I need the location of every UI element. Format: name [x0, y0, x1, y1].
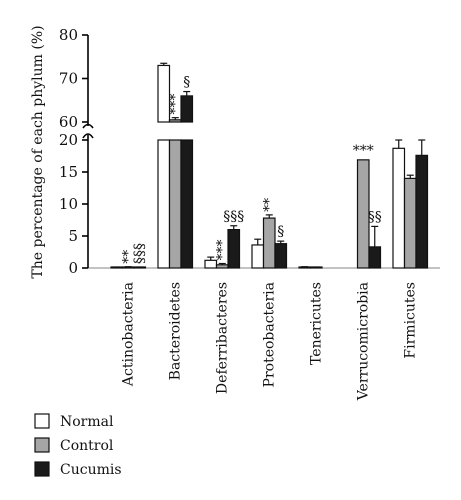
- significance-marker: §§§: [132, 243, 148, 264]
- bar: [392, 147, 406, 269]
- significance-marker: **: [120, 250, 136, 264]
- y-tick-label: 0: [68, 259, 78, 277]
- category-label: Tenericutes: [308, 282, 324, 365]
- significance-marker: §§§: [223, 209, 244, 225]
- y-tick-label: 10: [59, 195, 78, 213]
- bar: [251, 244, 265, 269]
- category-label: Actinobacteria: [120, 282, 136, 387]
- significance-marker: ***: [167, 94, 183, 115]
- significance-markers: **§§§***§***§§§**§***§§: [120, 75, 382, 264]
- bar: [368, 246, 382, 269]
- legend-label: Control: [60, 438, 114, 454]
- bar: [274, 243, 288, 269]
- significance-marker: §§: [368, 209, 382, 225]
- bar: [215, 264, 229, 269]
- y-tick-label: 5: [68, 227, 78, 245]
- y-tick-label: 15: [59, 163, 78, 181]
- y-tick-label: 80: [59, 26, 78, 44]
- bar: [356, 159, 370, 269]
- bars: [110, 64, 429, 269]
- category-label: Bacteroidetes: [167, 282, 183, 380]
- legend-swatch: [34, 437, 50, 453]
- category-labels: Actinobacteria Bacteroidetes Deferribacter…: [120, 282, 418, 401]
- legend: Normal Control Cucumis: [34, 413, 122, 478]
- significance-marker: §: [277, 224, 284, 240]
- error-bars: [113, 62, 426, 268]
- upper-y-ticks: 60 70 80: [59, 26, 88, 131]
- significance-marker: ***: [353, 143, 374, 159]
- significance-marker: §: [183, 75, 190, 91]
- bar: [168, 139, 182, 269]
- bar: [157, 139, 171, 269]
- category-label: Deferribacteres: [214, 282, 230, 394]
- legend-swatch: [34, 461, 50, 477]
- bar: [415, 154, 429, 269]
- legend-label: Normal: [60, 414, 114, 430]
- y-tick-label: 20: [59, 131, 78, 149]
- significance-marker: ***: [214, 240, 230, 261]
- category-label: Proteobacteria: [261, 282, 277, 387]
- y-axis: [82, 35, 440, 269]
- y-tick-label: 60: [59, 113, 78, 131]
- bar: [262, 217, 276, 269]
- significance-marker: **: [261, 198, 277, 212]
- legend-label: Cucumis: [60, 462, 122, 478]
- category-label: Verrucomicrobia: [355, 282, 371, 401]
- bar: [403, 177, 417, 269]
- lower-y-ticks: 0 5 10 15 20: [59, 131, 88, 277]
- legend-swatch: [34, 413, 50, 429]
- bar: [168, 119, 182, 123]
- y-tick-label: 70: [59, 70, 78, 88]
- bar: [180, 139, 194, 269]
- category-label: Firmicutes: [402, 282, 418, 359]
- y-axis-label: The percentage of each phylum (%): [30, 25, 46, 278]
